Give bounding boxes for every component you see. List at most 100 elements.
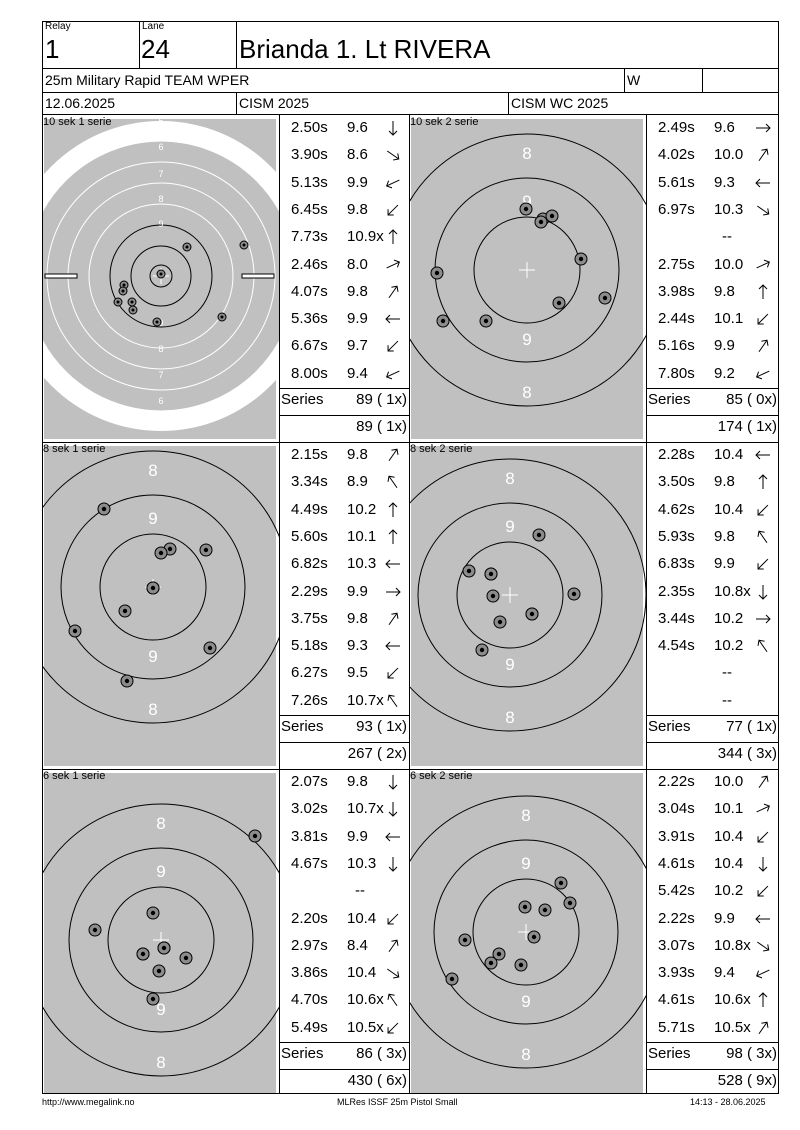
series-title: 6 sek 2 serie [410, 770, 473, 782]
direction-arrow-icon [386, 968, 400, 979]
shot-mark-center [488, 960, 494, 966]
divider [279, 415, 409, 416]
shot-mark-center [571, 591, 577, 597]
shot-time: 5.93s [658, 527, 695, 545]
direction-arrow-icon [758, 284, 768, 299]
footer-url[interactable]: http://www.megalink.no [42, 1097, 135, 1107]
shot-score: 9.8 [347, 282, 368, 300]
shot-mark-center [156, 968, 162, 974]
shot-mark-center [602, 295, 608, 301]
direction-arrow-icon [388, 802, 398, 818]
shot-score: 10.4 [714, 854, 744, 872]
shot-row: 5.60s 10.1 [279, 524, 409, 551]
divider [279, 1042, 409, 1043]
shot-time: 8.00s [291, 364, 328, 382]
shot-mark-center [122, 283, 126, 287]
shot-score: 10.6x [347, 991, 384, 1009]
shot-list: 2.50s 9.6 3.90s 8.6 5.13s 9.9 6.45s 9.8 7.73s 10.… [279, 115, 409, 442]
shot-row: 2.22s 10.0 [646, 769, 779, 796]
shot-mark-center [488, 571, 494, 577]
target-diagram: 5678998765 [43, 116, 279, 442]
shot-time: 5.49s [291, 1018, 328, 1036]
shot-list: 2.49s 9.6 4.02s 10.0 5.61s 9.3 6.97s 10.3 -- 2.75… [646, 115, 779, 442]
shot-time: 7.80s [658, 364, 695, 382]
ring-label: 9 [148, 509, 157, 528]
shot-time: 3.02s [291, 800, 328, 818]
shot-time: 2.20s [291, 909, 328, 927]
shot-time: 3.81s [291, 827, 328, 845]
series-score: 77 ( 1x) [726, 718, 777, 735]
shot-mark-center [479, 647, 485, 653]
shot-row: -- [646, 688, 779, 715]
ring-label: 8 [148, 461, 157, 480]
shot-row: 3.81s 9.9 [279, 824, 409, 851]
direction-arrow-icon [757, 504, 769, 516]
shot-score: 10.4 [347, 964, 377, 982]
shot-score: 10.0 [714, 773, 744, 790]
shot-row: 3.98s 9.8 [646, 279, 779, 306]
target-face [411, 773, 643, 1093]
shot-score: 9.8 [347, 773, 368, 790]
ring-label: 7 [158, 370, 163, 380]
shot-time: 4.02s [658, 146, 695, 164]
direction-arrow-icon [388, 501, 398, 517]
target-ring [130, 245, 192, 307]
ring-label: 8 [158, 344, 163, 354]
shot-score: -- [355, 882, 365, 900]
shot-time: 2.15s [291, 446, 328, 463]
shot-row: 5.61s 9.3 [646, 170, 779, 197]
direction-arrow-icon [758, 1021, 769, 1034]
target-ring [417, 502, 603, 688]
series-label: Series [648, 718, 691, 735]
divider [646, 742, 779, 743]
shot-time: 6.27s [291, 664, 328, 682]
shot-time: 4.70s [291, 991, 328, 1009]
shot-time: 2.22s [658, 909, 695, 927]
ring-label: 9 [521, 992, 530, 1011]
shot-time: 5.60s [291, 527, 328, 545]
shot-mark-center [462, 937, 468, 943]
date: 12.06.2025 [45, 95, 116, 111]
shot-score: 10.4 [714, 827, 744, 845]
target-diagram: 8 9 9 8 [43, 443, 279, 769]
direction-arrow-icon [388, 229, 398, 245]
shot-row: 4.61s 10.6x [646, 987, 779, 1014]
target-ring [107, 886, 215, 994]
shot-row: 6.27s 9.5 [279, 660, 409, 687]
shot-mark-center [150, 910, 156, 916]
match: CISM WC 2025 [511, 95, 609, 111]
shot-score: 10.7x [347, 800, 384, 818]
ring-label: 9 [505, 517, 514, 536]
shot-time: 3.07s [658, 936, 695, 954]
target-face [411, 446, 643, 766]
shot-time: 7.26s [291, 691, 328, 709]
ring-label: 9 [522, 192, 531, 211]
direction-arrow-icon [388, 939, 399, 952]
shot-time: 5.71s [658, 1018, 695, 1036]
shot-score: 10.2 [714, 637, 744, 655]
shot-mark-center [466, 568, 472, 574]
direction-arrow-icon [388, 285, 399, 298]
ring-label: 9 [148, 647, 157, 666]
target-diagram: 8 9 9 8 [43, 770, 279, 1096]
series-label: Series [281, 718, 324, 735]
shot-row: 2.35s 10.8x [646, 579, 779, 606]
target-ring [68, 847, 254, 1033]
direction-arrow-icon [387, 694, 398, 707]
shot-list: 2.15s 9.8 3.34s 8.9 4.49s 10.2 5.60s 10.1 6.82s 1… [279, 442, 409, 769]
shot-score: 10.1 [347, 527, 377, 545]
shot-score: 10.2 [347, 500, 377, 518]
shot-row: 5.18s 9.3 [279, 633, 409, 660]
event-name: 25m Military Rapid TEAM WPER [45, 72, 250, 88]
target-ring [456, 541, 564, 649]
series-title: 8 sek 1 serie [43, 443, 106, 455]
target-ring [410, 458, 646, 732]
shot-row: 2.15s 9.8 [279, 442, 409, 469]
direction-arrow-icon [385, 832, 400, 841]
shot-row: 6.97s 10.3 [646, 197, 779, 224]
shot-time: 4.07s [291, 282, 328, 300]
direction-arrow-icon [386, 370, 400, 380]
target-face [44, 446, 276, 766]
shot-score: 8.6 [347, 146, 368, 164]
shot-score: 10.4 [714, 446, 744, 463]
